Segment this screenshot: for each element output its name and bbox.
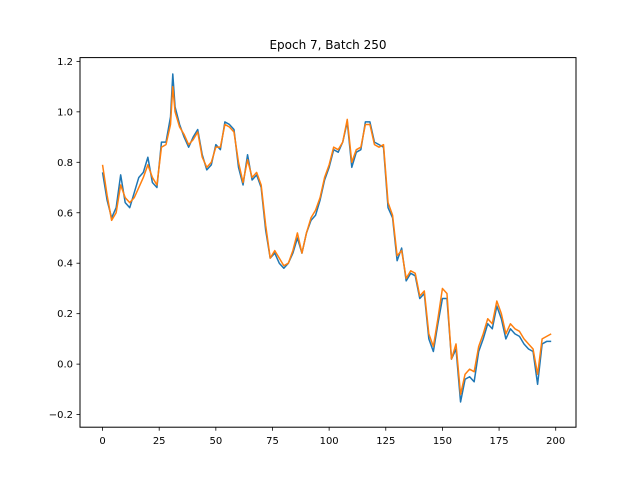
series-layer xyxy=(101,73,552,403)
y-tick-label: 0.4 xyxy=(57,259,73,270)
x-tick-label: 200 xyxy=(546,436,565,447)
chart-title: Epoch 7, Batch 250 xyxy=(269,38,386,52)
x-tick-label: 100 xyxy=(320,436,339,447)
x-tick-label: 25 xyxy=(153,436,166,447)
y-tick-label: 0.8 xyxy=(57,158,73,169)
series-line-2 xyxy=(101,85,552,396)
y-tick-label: 0.6 xyxy=(57,208,73,219)
x-tick-label: 150 xyxy=(433,436,452,447)
y-tick-label: −0.2 xyxy=(49,410,73,421)
x-tick-label: 50 xyxy=(209,436,222,447)
y-tick-label: 1.0 xyxy=(57,107,73,118)
x-axis: 0 25 50 75 100 125 150 175 200 xyxy=(99,427,565,447)
y-axis: −0.2 0.0 0.2 0.4 0.6 0.8 1.0 1.2 xyxy=(49,57,80,421)
y-tick-label: 0.2 xyxy=(57,309,73,320)
y-tick-label: 0.0 xyxy=(57,360,73,371)
x-tick-label: 125 xyxy=(376,436,395,447)
x-tick-label: 175 xyxy=(490,436,509,447)
x-tick-label: 0 xyxy=(99,436,105,447)
y-tick-label: 1.2 xyxy=(57,57,73,68)
plot-frame xyxy=(79,57,577,428)
x-tick-label: 75 xyxy=(266,436,279,447)
